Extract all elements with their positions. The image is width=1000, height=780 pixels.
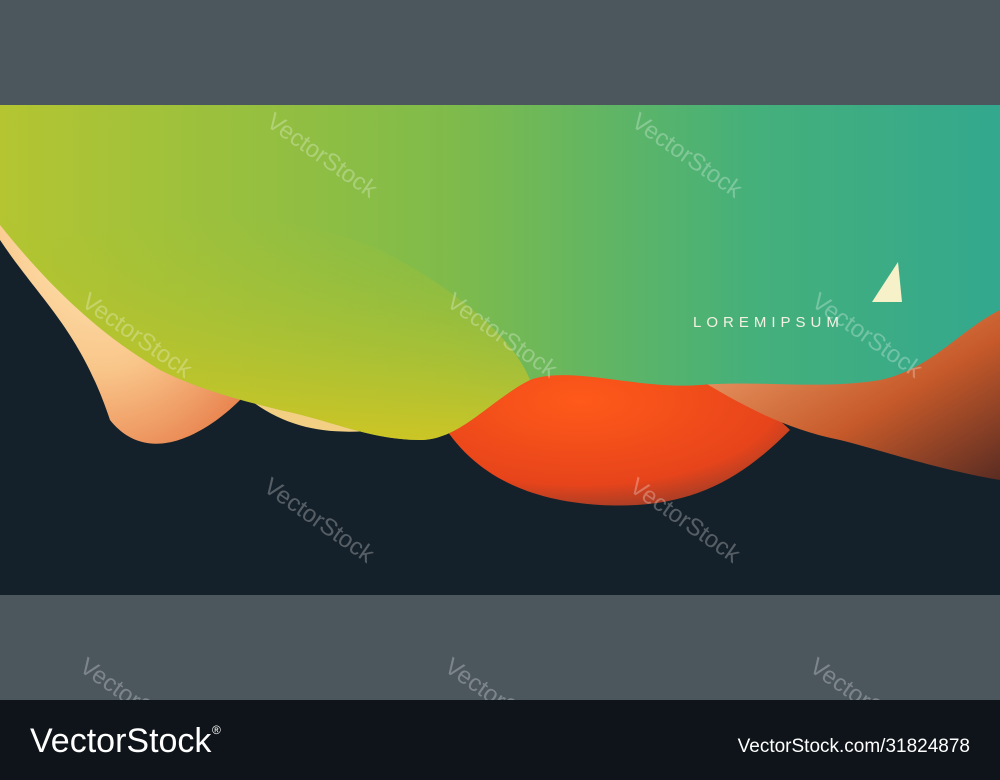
image-id: VectorStock.com/31824878 <box>738 736 970 757</box>
logo-triangle <box>872 262 902 302</box>
headline: LOREMIPSUM <box>693 314 844 331</box>
footer-bar <box>0 700 1000 780</box>
orange-wave <box>440 356 790 506</box>
footer-brand: VectorStock <box>30 722 212 760</box>
top-band <box>0 0 1000 105</box>
bottom-band <box>0 595 1000 700</box>
yellow-veil <box>0 210 530 440</box>
registered-mark: ® <box>212 723 221 737</box>
